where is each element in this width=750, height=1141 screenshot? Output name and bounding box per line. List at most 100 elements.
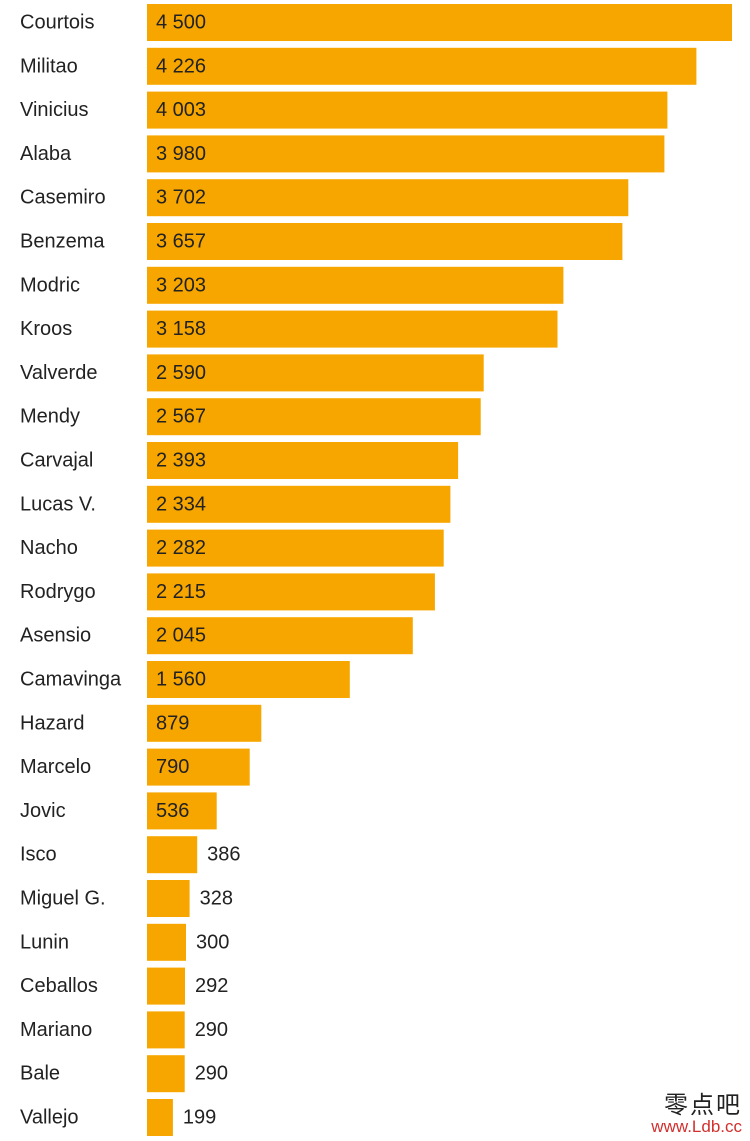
- value-label: 4 500: [156, 12, 206, 34]
- bar: [147, 266, 564, 304]
- category-label: Ceballos: [20, 975, 98, 997]
- value-label: 290: [195, 1063, 228, 1085]
- bar: [147, 223, 623, 260]
- bar-row: Marcelo 790: [20, 748, 250, 786]
- value-label: 3 657: [156, 231, 206, 253]
- bar: [147, 923, 186, 961]
- bar: [147, 179, 629, 217]
- category-label: Casemiro: [20, 187, 106, 209]
- bar: [147, 47, 697, 85]
- bar: [147, 485, 451, 523]
- bar-row: Kroos 3 158: [20, 310, 558, 348]
- value-label: 2 567: [156, 406, 206, 428]
- bar: [147, 398, 481, 436]
- category-label: Hazard: [20, 712, 84, 734]
- category-label: Asensio: [20, 625, 91, 647]
- bar-row: Asensio 2 045: [20, 617, 413, 655]
- category-label: Militao: [20, 55, 78, 77]
- value-label: 2 215: [156, 581, 206, 603]
- bar-row: Mariano 290: [20, 1011, 228, 1049]
- category-label: Marcelo: [20, 756, 91, 778]
- value-label: 879: [156, 712, 189, 734]
- value-label: 4 003: [156, 99, 206, 121]
- value-label: 386: [207, 844, 240, 866]
- bar: [147, 91, 668, 129]
- bar-row: Vinicius 4 003: [20, 91, 668, 129]
- value-label: 2 590: [156, 362, 206, 384]
- bar-row: Camavinga 1 560: [20, 661, 350, 698]
- bar: [147, 4, 732, 41]
- category-label: Miguel G.: [20, 888, 106, 910]
- bar-row: Militao 4 226: [20, 47, 697, 85]
- bar-row: Isco 386: [20, 836, 241, 874]
- bar: [147, 967, 185, 1005]
- category-label: Mendy: [20, 406, 80, 428]
- bar: [147, 617, 413, 655]
- bar: [147, 354, 484, 392]
- watermark-name: 零点吧: [664, 1090, 742, 1119]
- bar-row: Rodrygo 2 215: [20, 573, 435, 611]
- value-label: 536: [156, 800, 189, 822]
- value-label: 3 702: [156, 187, 206, 209]
- bar-row: Modric 3 203: [20, 266, 564, 304]
- category-label: Camavinga: [20, 669, 122, 691]
- category-label: Lunin: [20, 931, 69, 953]
- value-label: 3 203: [156, 274, 206, 296]
- bar: [147, 792, 217, 830]
- category-label: Courtois: [20, 12, 94, 34]
- bar: [147, 529, 444, 567]
- bar-row: Valverde 2 590: [20, 354, 484, 392]
- bar-row: Hazard 879: [20, 704, 262, 742]
- value-label: 790: [156, 756, 189, 778]
- bar-row: Courtois 4 500: [20, 4, 732, 41]
- bar-row: Carvajal 2 393: [20, 442, 459, 479]
- bar: [147, 748, 250, 786]
- bar-row: Nacho 2 282: [20, 529, 444, 567]
- bar-row: Lucas V. 2 334: [20, 485, 451, 523]
- value-label: 2 393: [156, 450, 206, 472]
- value-label: 3 158: [156, 318, 206, 340]
- bar: [147, 661, 350, 698]
- bar-row: Miguel G. 328: [20, 880, 233, 917]
- value-label: 290: [195, 1019, 228, 1041]
- value-label: 4 226: [156, 55, 206, 77]
- bar-row: Alaba 3 980: [20, 135, 665, 173]
- bar: [147, 704, 262, 742]
- category-label: Isco: [20, 844, 57, 866]
- value-label: 328: [200, 888, 233, 910]
- value-label: 199: [183, 1107, 216, 1129]
- category-label: Carvajal: [20, 450, 93, 472]
- category-label: Lucas V.: [20, 493, 96, 515]
- bar: [147, 880, 190, 917]
- bar-row: Benzema 3 657: [20, 223, 623, 260]
- bar-row: Casemiro 3 702: [20, 179, 629, 217]
- value-label: 2 045: [156, 625, 206, 647]
- bar: [147, 1099, 173, 1136]
- bar: [147, 310, 558, 348]
- bar: [147, 442, 459, 479]
- category-label: Nacho: [20, 537, 78, 559]
- value-label: 1 560: [156, 669, 206, 691]
- value-label: 300: [196, 931, 229, 953]
- category-label: Valverde: [20, 362, 97, 384]
- bar-row: Bale 290: [20, 1055, 228, 1093]
- watermark-url: www.Ldb.cc: [651, 1117, 742, 1137]
- bar-row: Ceballos 292: [20, 967, 228, 1005]
- category-label: Vallejo: [20, 1107, 79, 1129]
- category-label: Rodrygo: [20, 581, 96, 603]
- category-label: Alaba: [20, 143, 72, 165]
- category-label: Jovic: [20, 800, 66, 822]
- bar: [147, 573, 435, 611]
- value-label: 3 980: [156, 143, 206, 165]
- category-label: Vinicius: [20, 99, 89, 121]
- bar-row: Jovic 536: [20, 792, 217, 830]
- bar-row: Lunin 300: [20, 923, 229, 961]
- value-label: 2 334: [156, 493, 206, 515]
- category-label: Benzema: [20, 231, 105, 253]
- bar: [147, 1011, 185, 1049]
- category-label: Kroos: [20, 318, 72, 340]
- category-label: Mariano: [20, 1019, 92, 1041]
- watermark: 零点吧 www.Ldb.cc: [651, 1092, 742, 1137]
- value-label: 2 282: [156, 537, 206, 559]
